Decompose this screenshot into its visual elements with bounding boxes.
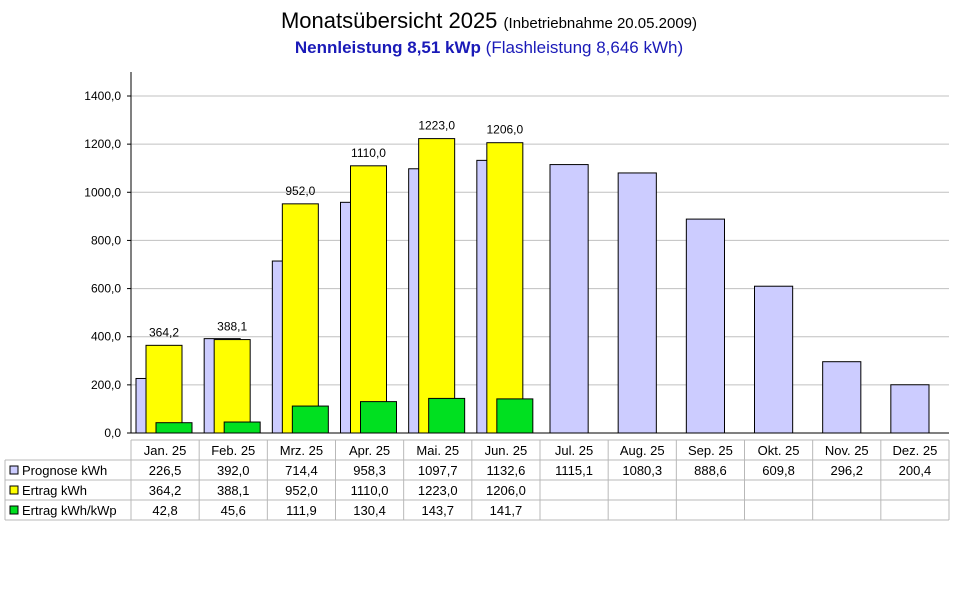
y-tick-label: 400,0 [91, 330, 121, 344]
table-value: 296,2 [830, 463, 863, 478]
nominal-power: Nennleistung 8,51 kWp [294, 38, 481, 57]
y-tick-label: 800,0 [91, 233, 121, 247]
table-value: 42,8 [152, 503, 177, 518]
chart-subtitle-line: Nennleistung 8,51 kWp (Flashleistung 8,6… [18, 37, 960, 59]
bar-ertrag [350, 165, 387, 434]
chart-title: Monatsübersicht 2025 [280, 8, 498, 33]
table-value: 1206,0 [486, 483, 526, 498]
bar-ertrag-kwp [428, 397, 466, 434]
table-value: 111,9 [286, 503, 317, 518]
bar-prognose [685, 218, 725, 434]
table-value: 45,6 [221, 503, 246, 518]
legend-swatch [9, 505, 19, 515]
flash-power: (Flashleistung 8,646 kWh) [485, 38, 684, 57]
table-value: 141,7 [490, 503, 523, 518]
x-tick-label: Jun. 25 [485, 443, 528, 458]
x-tick-label: Jan. 25 [144, 443, 187, 458]
y-tick-label: 600,0 [91, 282, 121, 296]
data-label-ertrag: 388,1 [217, 320, 247, 334]
legend-swatch [9, 485, 19, 495]
x-tick-label: Dez. 25 [893, 443, 938, 458]
bar-ertrag [213, 339, 251, 434]
data-label-ertrag: 1223,0 [418, 119, 455, 133]
x-tick-label: Nov. 25 [825, 443, 869, 458]
table-value: 958,3 [353, 463, 386, 478]
x-tick-label: Apr. 25 [349, 443, 390, 458]
bar-ertrag-kwp [155, 422, 193, 434]
x-tick-label: Jul. 25 [555, 443, 593, 458]
bar-ertrag-kwp [223, 421, 261, 434]
bar-ertrag-kwp [291, 405, 329, 434]
bar-ertrag-kwp [496, 398, 534, 434]
legend-swatch [9, 465, 19, 475]
y-tick-label: 200,0 [91, 378, 121, 392]
legend-label: Prognose kWh [22, 463, 107, 478]
x-tick-label: Mrz. 25 [280, 443, 323, 458]
table-value: 952,0 [285, 483, 318, 498]
x-tick-label: Sep. 25 [688, 443, 733, 458]
bar-prognose [754, 285, 794, 434]
table-value: 888,6 [694, 463, 727, 478]
y-tick-label: 1400,0 [84, 89, 121, 103]
table-value: 200,4 [899, 463, 932, 478]
y-tick-label: 0,0 [104, 426, 121, 440]
table-value: 1115,1 [555, 463, 593, 478]
table-value: 388,1 [217, 483, 250, 498]
table-value: 143,7 [421, 503, 454, 518]
x-tick-label: Feb. 25 [211, 443, 255, 458]
bar-prognose [822, 361, 862, 434]
bar-ertrag [145, 344, 183, 434]
y-tick-label: 1000,0 [84, 185, 121, 199]
table-value: 609,8 [762, 463, 795, 478]
bar-ertrag [281, 203, 319, 434]
legend-label: Ertrag kWh/kWp [22, 503, 117, 518]
bar-prognose [890, 384, 930, 434]
table-value: 364,2 [149, 483, 182, 498]
chart-title-line: Monatsübersicht 2025 (Inbetriebnahme 20.… [18, 8, 960, 37]
bar-ertrag [418, 138, 456, 434]
chart-title-block: Monatsübersicht 2025 (Inbetriebnahme 20.… [0, 8, 960, 59]
bar-prognose [549, 164, 589, 434]
data-label-ertrag: 364,2 [149, 325, 179, 339]
y-tick-label: 1200,0 [84, 137, 121, 151]
data-label-ertrag: 1110,0 [351, 146, 386, 160]
bar-ertrag-kwp [360, 401, 397, 434]
table-value: 130,4 [353, 503, 386, 518]
x-tick-label: Mai. 25 [416, 443, 459, 458]
table-value: 226,5 [149, 463, 182, 478]
table-value: 1110,0 [351, 483, 389, 498]
table-value: 392,0 [217, 463, 250, 478]
x-tick-label: Aug. 25 [620, 443, 665, 458]
table-value: 1097,7 [418, 463, 458, 478]
bar-prognose [617, 172, 657, 434]
legend-label: Ertrag kWh [22, 483, 87, 498]
table-value: 1223,0 [418, 483, 458, 498]
table-value: 1132,6 [487, 463, 526, 478]
bar-ertrag [486, 142, 524, 434]
x-tick-label: Okt. 25 [758, 443, 800, 458]
data-label-ertrag: 952,0 [285, 184, 315, 198]
table-value: 714,4 [285, 463, 318, 478]
table-value: 1080,3 [622, 463, 662, 478]
chart-subtitle: (Inbetriebnahme 20.05.2009) [503, 15, 698, 32]
data-label-ertrag: 1206,0 [486, 123, 523, 137]
